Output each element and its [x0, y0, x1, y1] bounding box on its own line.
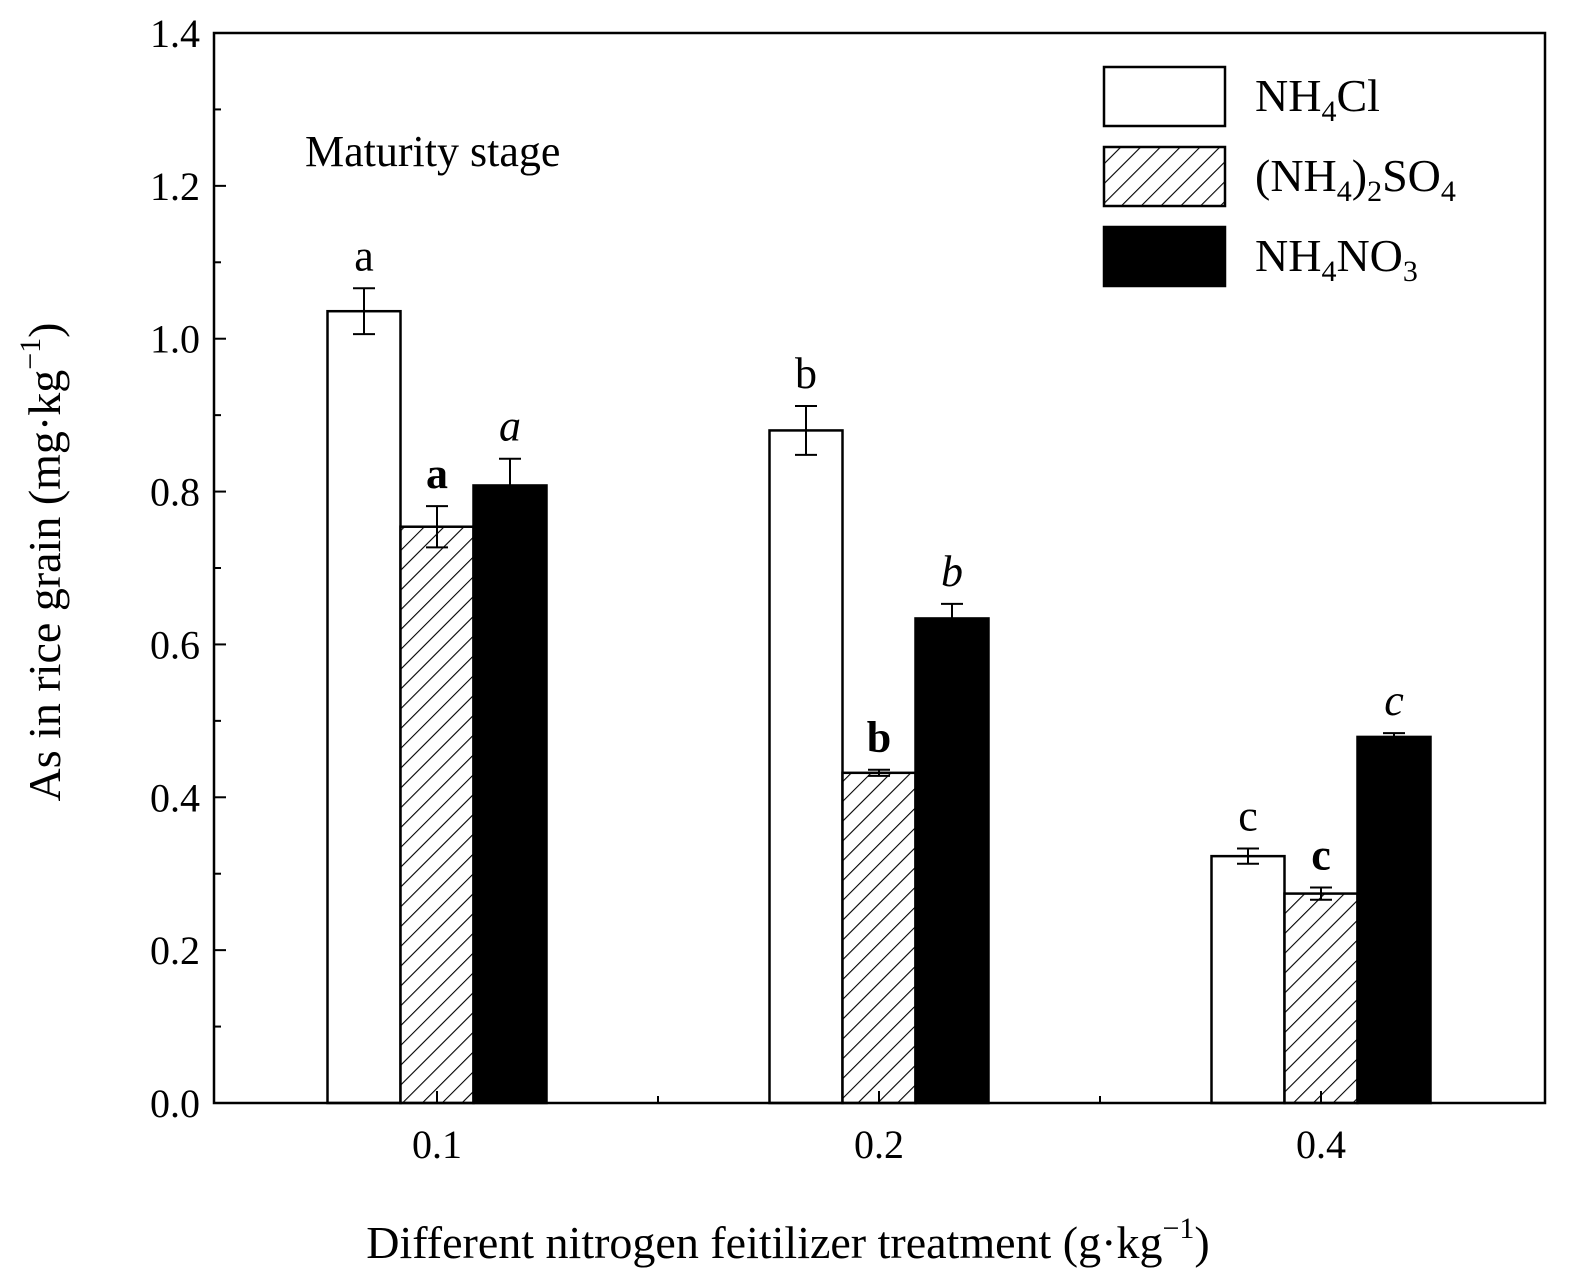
- y-tick-label: 0.0: [150, 1081, 200, 1126]
- legend-label-(NH4)2SO4: (NH4)2SO4: [1255, 150, 1456, 208]
- legend-label-part: 2: [1367, 175, 1382, 208]
- bar-NH4Cl-0.1: [326, 309, 402, 1105]
- x-tick-label: 0.4: [1296, 1122, 1346, 1167]
- legend-label-part: ): [1352, 150, 1367, 201]
- legend-label-part: 3: [1403, 255, 1418, 288]
- legend-label-part: NH: [1255, 230, 1321, 281]
- legend-label-part: 4: [1441, 175, 1456, 208]
- y-tick-label: 1.4: [150, 11, 200, 56]
- significance-letter-(NH4)2SO4-0.2: b: [867, 713, 891, 762]
- bar-NH4Cl-0.2: [768, 429, 844, 1105]
- x-axis-title-exponent: −1: [1162, 1212, 1194, 1245]
- error-bar-NH4NO3-0.2: [941, 602, 963, 634]
- y-axis-title-main: As in rice grain (mg·kg: [19, 370, 70, 802]
- x-axis-title-close: ): [1194, 1217, 1209, 1268]
- error-bar-(NH4)2SO4-0.2: [868, 768, 890, 777]
- legend-label-NH4Cl: NH4Cl: [1255, 70, 1380, 128]
- annotation-maturity-stage: Maturity stage: [305, 127, 560, 176]
- legend-label-NH4NO3: NH4NO3: [1255, 230, 1418, 288]
- error-bar-NH4Cl-0.4: [1237, 847, 1259, 865]
- y-tick-label: 1.2: [150, 164, 200, 209]
- legend-label-part: Cl: [1336, 70, 1379, 121]
- x-tick-label: 0.1: [412, 1122, 462, 1167]
- error-bar-(NH4)2SO4-0.1: [426, 505, 448, 549]
- error-bar-NH4NO3-0.4: [1383, 732, 1405, 742]
- bar-NH4Cl-0.4: [1210, 854, 1286, 1105]
- y-axis-title-exponent: −1: [14, 338, 47, 370]
- significance-letter-NH4Cl-0.2: b: [795, 349, 817, 398]
- legend-label-part: SO: [1382, 150, 1441, 201]
- legend-swatch-NH4Cl: [1102, 65, 1227, 128]
- significance-letter-NH4Cl-0.1: a: [354, 231, 374, 280]
- legend-label-part: NH: [1255, 70, 1321, 121]
- legend-label-part: 4: [1321, 255, 1336, 288]
- y-axis-title: As in rice grain (mg·kg−1): [14, 322, 70, 801]
- x-tick-label: 0.2: [854, 1122, 904, 1167]
- legend-label-part: NO: [1336, 230, 1402, 281]
- legend-swatch-(NH4)2SO4: [1102, 145, 1227, 208]
- bar-(NH4)2SO4-0.2: [841, 771, 917, 1105]
- legend-swatch-NH4NO3: [1102, 225, 1227, 288]
- bar-NH4NO3-0.2: [914, 617, 990, 1105]
- legend-label-part: (NH: [1255, 150, 1337, 201]
- legend-label-part: 4: [1321, 95, 1336, 128]
- y-tick-label: 0.6: [150, 622, 200, 667]
- x-axis-title-main: Different nitrogen feitilizer treatment …: [366, 1217, 1162, 1268]
- error-bar-NH4NO3-0.1: [499, 457, 521, 514]
- significance-letter-NH4NO3-0.2: b: [941, 547, 963, 596]
- significance-letter-NH4NO3-0.4: c: [1384, 676, 1404, 725]
- y-tick-label: 0.4: [150, 775, 200, 820]
- legend-label-part: 4: [1337, 175, 1352, 208]
- significance-letter-(NH4)2SO4-0.4: c: [1311, 830, 1331, 879]
- significance-letter-NH4Cl-0.4: c: [1238, 791, 1258, 840]
- error-bar-(NH4)2SO4-0.4: [1310, 886, 1332, 901]
- y-tick-label: 0.8: [150, 470, 200, 515]
- y-tick-label: 0.2: [150, 928, 200, 973]
- significance-letter-NH4NO3-0.1: a: [499, 402, 521, 451]
- bar-NH4NO3-0.1: [472, 484, 548, 1105]
- bar-(NH4)2SO4-0.1: [399, 525, 475, 1105]
- bar-NH4NO3-0.4: [1356, 735, 1432, 1105]
- plot-area: a b c a b c a b c 0.0 0.2 0.4 0.6 0.8 1.0 1.2 1.4 0.1 0.2 0…: [150, 11, 1547, 1167]
- error-bar-NH4Cl-0.2: [795, 404, 817, 456]
- y-axis-title-close: ): [19, 322, 70, 337]
- y-tick-label: 1.0: [150, 317, 200, 362]
- significance-letter-(NH4)2SO4-0.1: a: [426, 449, 448, 498]
- x-axis-title: Different nitrogen feitilizer treatment …: [366, 1212, 1209, 1268]
- bar-(NH4)2SO4-0.4: [1283, 892, 1359, 1105]
- error-bar-NH4Cl-0.1: [353, 287, 375, 336]
